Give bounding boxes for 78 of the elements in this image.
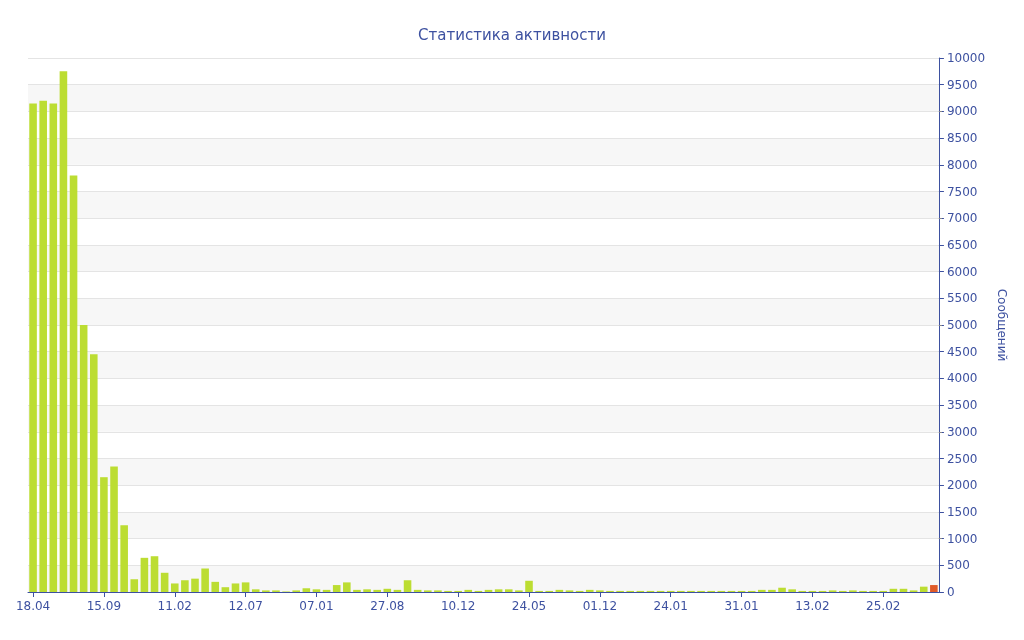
y-tick-label: 1500 — [946, 504, 978, 519]
x-tick-label: 31.01 — [724, 599, 759, 613]
x-tick-label: 27.08 — [370, 599, 405, 613]
bar — [29, 103, 37, 592]
y-tick-label: 4500 — [946, 344, 978, 359]
y-tick-label: 7500 — [946, 184, 978, 199]
y-tick-label: 5500 — [946, 291, 978, 306]
bar — [170, 583, 179, 592]
bar — [79, 325, 88, 592]
chart-title: Статистика активности — [418, 25, 606, 44]
y-tick-label: 1000 — [946, 531, 978, 546]
bar — [363, 589, 371, 592]
x-tick-label: 13.02 — [795, 599, 830, 613]
y-tick-label: 9000 — [946, 104, 978, 119]
bar — [231, 583, 240, 592]
bar — [768, 589, 776, 592]
y-tick-label: 8000 — [946, 157, 978, 172]
bar — [353, 589, 361, 592]
x-tick-label: 24.05 — [511, 599, 547, 613]
x-tick-label: 10.12 — [440, 599, 476, 613]
y-tick-label: 5000 — [946, 318, 978, 332]
y-tick-label: 6000 — [946, 264, 978, 279]
bar — [373, 589, 381, 592]
y-axis-title: Сообщений — [995, 288, 1009, 362]
bar — [221, 587, 230, 592]
x-tick-label: 24.01 — [653, 599, 688, 613]
x-tick-label: 11.02 — [157, 599, 192, 613]
y-tick-label: 8500 — [946, 131, 978, 146]
x-tick-label: 25.02 — [866, 599, 901, 613]
x-tick-label: 15.09 — [86, 599, 122, 613]
bar — [251, 589, 260, 592]
bar — [39, 100, 47, 592]
y-tick-label: 500 — [946, 558, 970, 573]
bar — [504, 589, 513, 592]
bar — [211, 581, 220, 592]
bar — [201, 568, 209, 592]
x-tick-label: 07.01 — [299, 599, 334, 613]
bar — [919, 586, 928, 592]
y-tick-label: 3500 — [946, 398, 978, 413]
bar — [69, 175, 78, 592]
bar — [930, 585, 938, 592]
bar — [312, 589, 321, 592]
bar — [110, 466, 118, 592]
bar — [100, 477, 108, 592]
bar — [494, 589, 503, 592]
bar — [778, 587, 786, 592]
y-tick-label: 0 — [946, 585, 955, 599]
bar — [525, 580, 533, 592]
y-tick-label: 7000 — [946, 211, 978, 226]
bar — [788, 589, 796, 592]
bar — [150, 556, 159, 592]
y-tick-label: 2500 — [946, 451, 978, 466]
bar — [332, 585, 341, 592]
bar — [120, 525, 128, 592]
x-tick-label: 18.04 — [15, 599, 51, 613]
bar — [89, 354, 98, 592]
y-tick-label: 4000 — [946, 371, 978, 386]
bar — [160, 572, 169, 592]
bar — [181, 580, 189, 592]
bar — [130, 579, 139, 592]
bar — [758, 589, 766, 592]
bar — [343, 582, 351, 592]
y-tick-label: 3000 — [946, 424, 978, 439]
bar — [140, 557, 149, 592]
bar — [585, 589, 594, 592]
y-tick-label: 2000 — [946, 478, 978, 493]
bar — [302, 588, 311, 592]
x-tick-label: 01.12 — [582, 599, 618, 613]
bar — [241, 582, 250, 592]
bar — [403, 580, 412, 592]
x-tick-label: 12.07 — [228, 599, 263, 613]
bar — [191, 578, 199, 592]
bar — [49, 103, 58, 592]
y-tick-label: 6500 — [946, 237, 978, 252]
bar — [464, 589, 473, 592]
bar — [59, 71, 68, 592]
y-tick-label: 9500 — [946, 77, 978, 92]
y-tick-label: 10000 — [946, 51, 986, 65]
